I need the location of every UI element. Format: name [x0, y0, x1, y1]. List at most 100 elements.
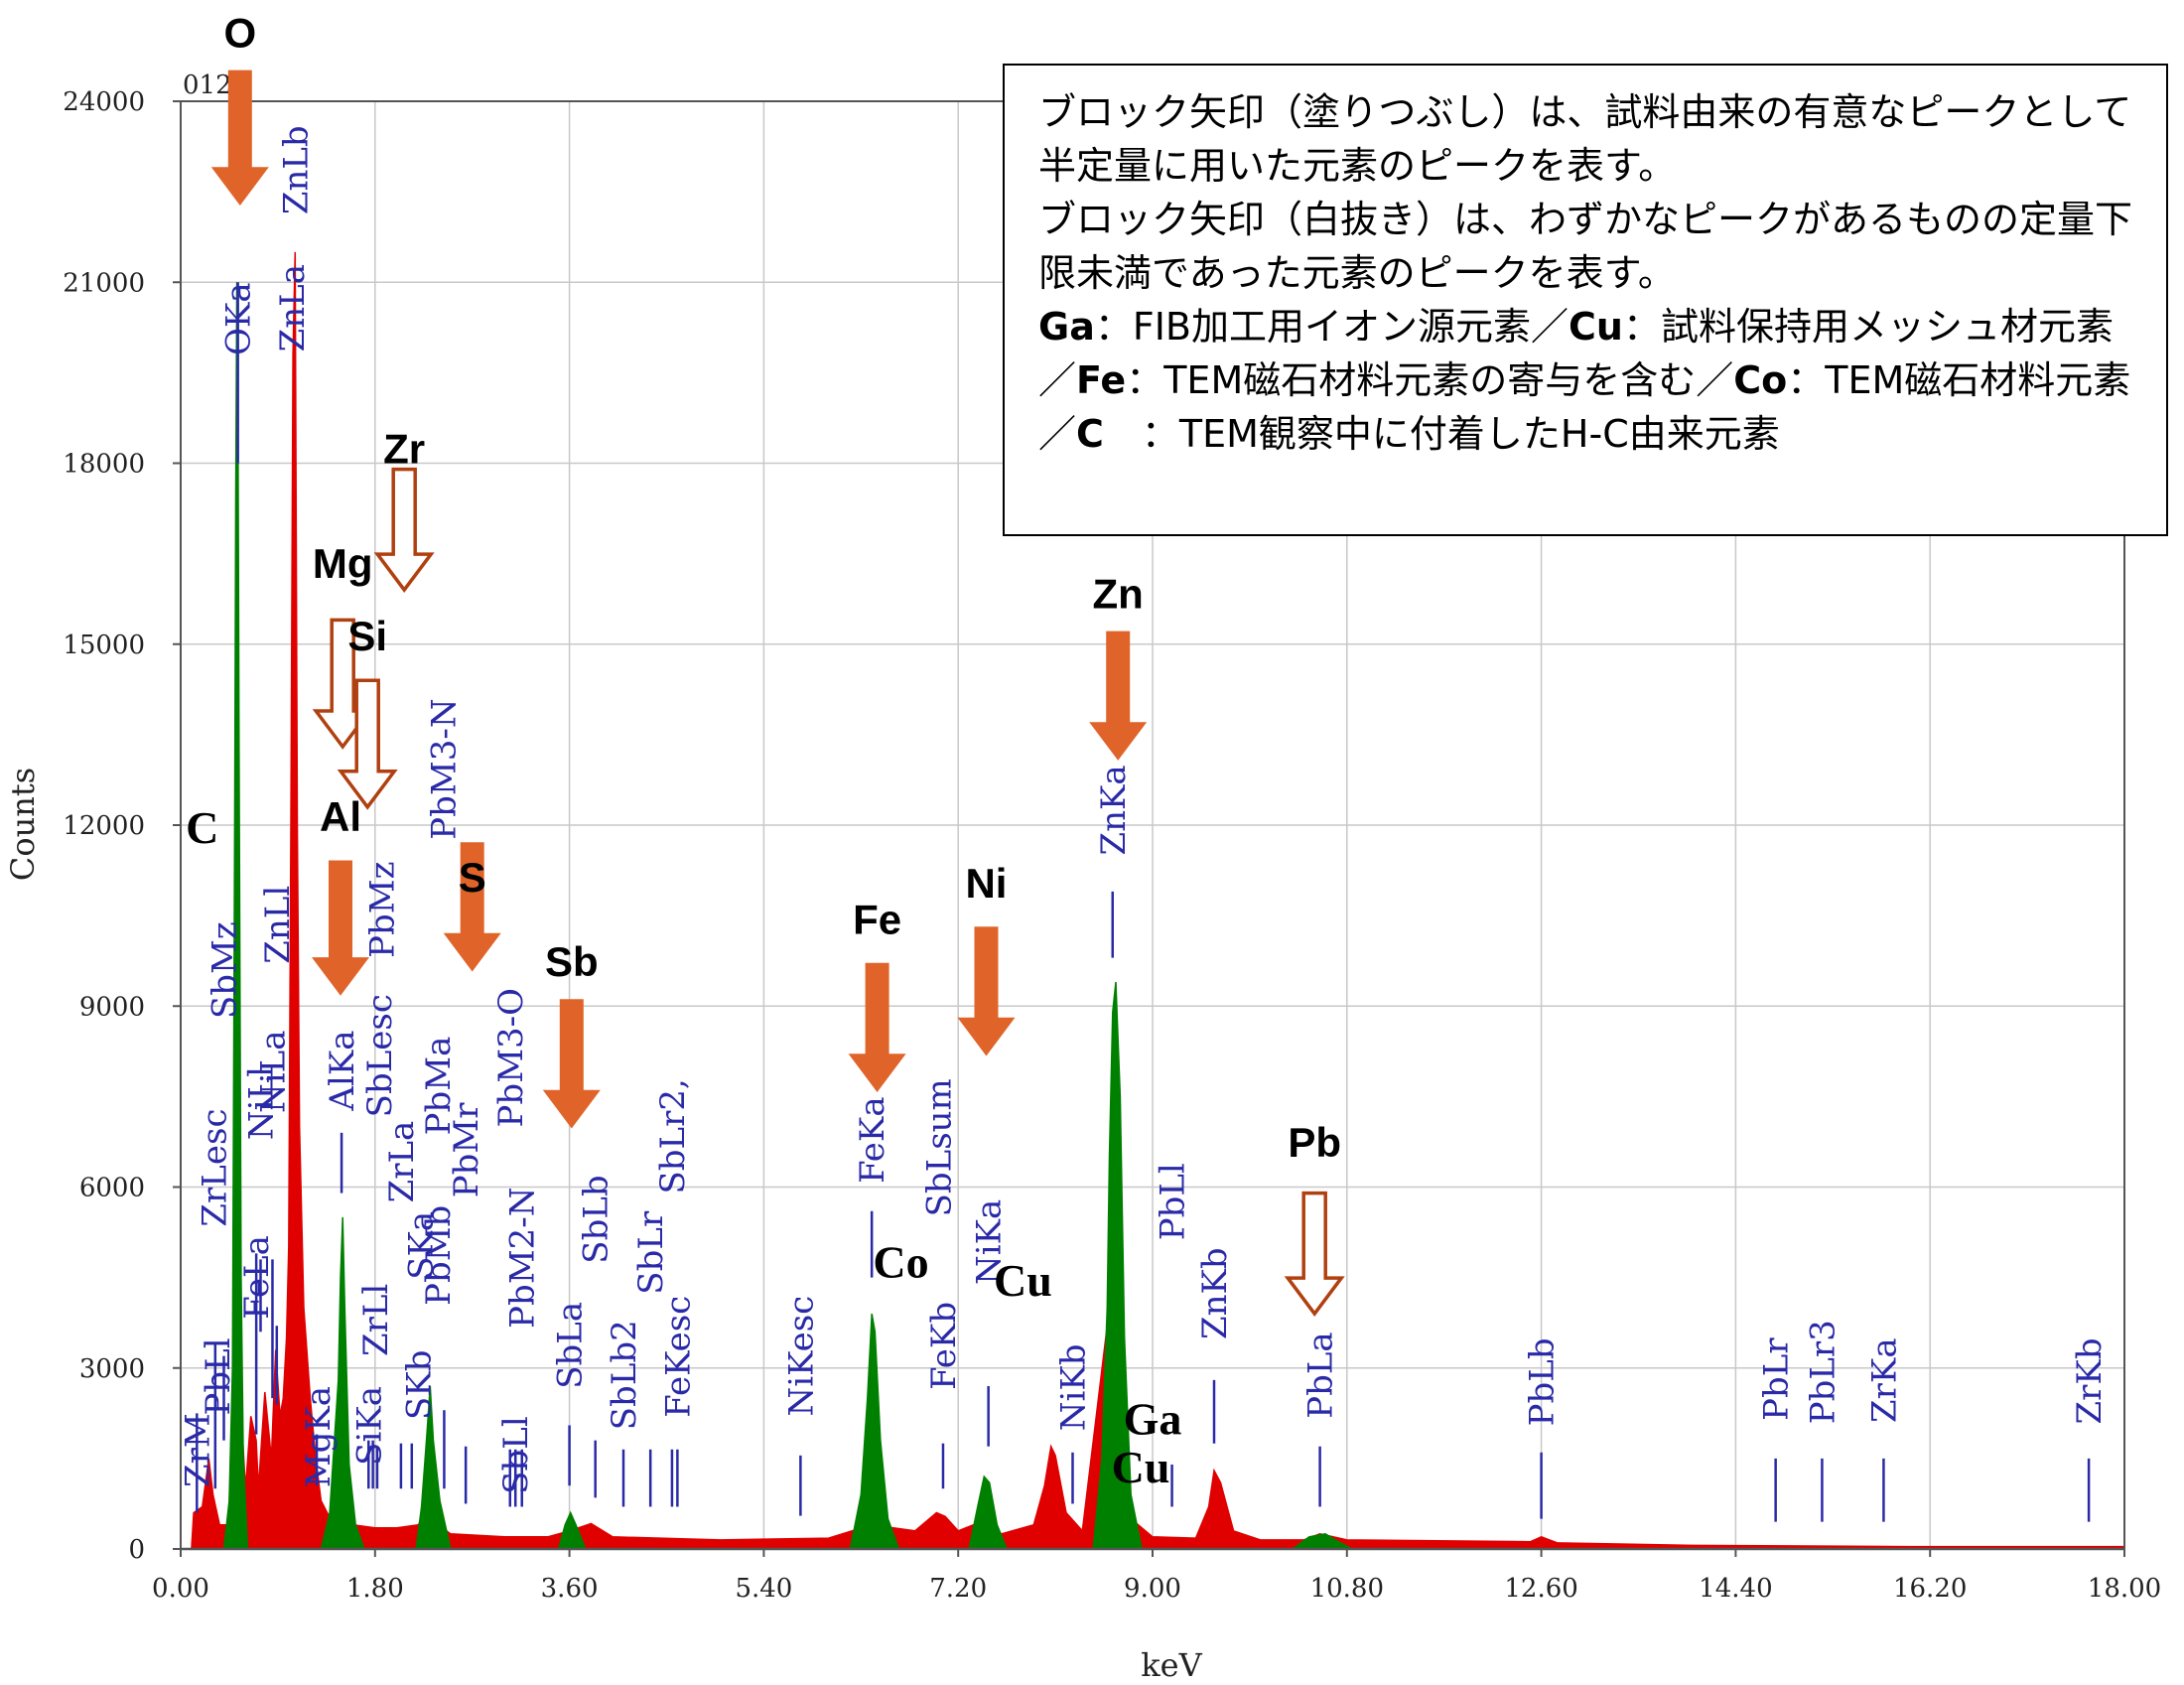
peak-label: SbLa [551, 1302, 591, 1389]
y-tick-label: 3000 [79, 1354, 145, 1384]
peak-label: NiKesc [781, 1296, 821, 1417]
peak-label: ZrLa [382, 1121, 422, 1203]
peak-label: SbLl [496, 1416, 536, 1494]
note-co-text: ：TEM磁石材料元素／ [1038, 358, 2131, 456]
x-tick-label: 14.40 [1699, 1574, 1772, 1604]
y-axis-label: Counts [4, 768, 42, 881]
peak-label: ZrKb [2070, 1337, 2110, 1424]
peak-label: SKa [402, 1211, 442, 1280]
peak-label: MgKa [299, 1386, 339, 1487]
peak-label: ZnLa [273, 264, 313, 351]
note-hollow-arrow: ブロック矢印（白抜き）は、わずかなピークがあるものの定量下限未満であった元素のピ… [1038, 198, 2133, 295]
peak-label: PbLr [1757, 1337, 1797, 1421]
x-axis-label: keV [1141, 1646, 1202, 1684]
x-tick-label: 16.20 [1893, 1574, 1967, 1604]
peak-label: SKb [399, 1350, 439, 1420]
note-c: C [1076, 412, 1104, 456]
peak-label: SbLb [577, 1175, 616, 1263]
x-tick-label: 10.80 [1310, 1574, 1384, 1604]
filled-arrow-O [210, 70, 269, 206]
filled-arrow-Al [312, 860, 369, 996]
x-tick-label: 3.60 [541, 1574, 599, 1604]
peak-label: ZrLesc [196, 1109, 235, 1227]
y-tick-label: 9000 [79, 992, 145, 1022]
spectrum-series [191, 251, 2125, 1550]
note-elements: Ga：FIB加工用イオン源元素／Cu：試料保持用メッシュ材元素／Fe：TEM磁石… [1038, 300, 2144, 461]
x-tick-label: 1.80 [346, 1574, 404, 1604]
peak-label: SbLb2 [605, 1320, 644, 1430]
peak-label: SbLsum [920, 1078, 960, 1216]
element-label-Sb: Sb [545, 938, 599, 985]
x-tick-label: 5.40 [735, 1574, 792, 1604]
x-tick-label: 0.00 [152, 1574, 209, 1604]
element-label-Ni: Ni [965, 860, 1007, 907]
note-ga: Ga [1038, 305, 1095, 349]
note-fe: Fe [1076, 358, 1127, 402]
note-filled-arrow: ブロック矢印（塗りつぶし）は、試料由来の有意なピークとして半定量に用いた元素のピ… [1038, 90, 2132, 188]
peak-label: FeKa [853, 1096, 892, 1184]
peak-label: ZrKa [1864, 1337, 1904, 1423]
filled-arrow-Zn [1089, 631, 1148, 761]
element-label-Si: Si [347, 613, 387, 659]
y-tick-label: 15000 [63, 631, 145, 660]
filled-arrow-Ni [957, 926, 1016, 1056]
y-tick-label: 0 [128, 1535, 145, 1565]
element-label-Mg: Mg [313, 540, 373, 587]
note-fe-text: ：TEM磁石材料元素の寄与を含む／ [1126, 358, 1734, 402]
peak-label: NiKa [970, 1199, 1010, 1285]
hollow-arrow-Si [337, 678, 398, 810]
peak-label: FeKesc [658, 1296, 698, 1418]
peak-label: PbM3-N [424, 698, 464, 839]
filled-arrow-S [443, 842, 501, 972]
element-text-C: C [186, 802, 218, 853]
element-text-Ga: Ga [1124, 1394, 1182, 1445]
peak-label: ZrM [178, 1413, 217, 1487]
peak-label: NiLl [242, 1066, 282, 1140]
note-co: Co [1733, 358, 1788, 402]
y-tick-labels: 0 3000 6000 9000 12000 15000 18000 21000 24000 [63, 87, 181, 1565]
x-tick-label: 18.00 [2088, 1574, 2161, 1604]
spectrum-red [191, 251, 2125, 1550]
y-tick-label: 18000 [63, 450, 145, 480]
peak-label: ZnLb [276, 125, 316, 214]
peak-label: PbLr3 [1803, 1320, 1843, 1424]
element-text-Co: Co [873, 1237, 928, 1288]
element-text-Cu: Cu [1112, 1442, 1170, 1492]
peak-label: PbM2-N [503, 1188, 543, 1329]
y-tick-label: 21000 [63, 268, 145, 298]
element-label-Zr: Zr [383, 426, 425, 473]
peak-label: PbM3-O [491, 988, 531, 1127]
peak-label: PbLa [1301, 1332, 1341, 1419]
peak-label: FeLa [237, 1235, 277, 1320]
peak-label: PbLb [1523, 1337, 1563, 1426]
peak-label: NiLa [254, 1031, 294, 1113]
element-label-Pb: Pb [1288, 1119, 1341, 1166]
x-tick-label: 9.00 [1124, 1574, 1181, 1604]
peak-label: PbMz [362, 862, 402, 958]
peak-label: ZnKb [1195, 1247, 1235, 1339]
peak-label: SiKa [349, 1386, 389, 1466]
filled-arrow-Sb [542, 999, 601, 1129]
element-labels: O Zr Mg Si Al S Sb Fe Ni Zn Pb [223, 9, 1341, 1166]
hollow-arrow-Pb [1284, 1191, 1345, 1318]
y-tick-label: 24000 [63, 87, 145, 117]
y-tick-label: 12000 [63, 811, 145, 841]
corner-label: 012 [183, 70, 232, 100]
peak-label: OKa [219, 282, 259, 355]
peak-label: PbLl [1154, 1163, 1193, 1240]
element-label-Zn: Zn [1093, 570, 1144, 617]
peak-marker-lines [196, 282, 2091, 1522]
legend-note-box: ブロック矢印（塗りつぶし）は、試料由来の有意なピークとして半定量に用いた元素のピ… [1003, 64, 2168, 536]
note-cu-text: ：試料保持用メッシュ材元素／ [1038, 305, 2114, 402]
element-label-Fe: Fe [853, 896, 901, 942]
peak-labels: ZrMPbLlZrLescSbMzOKaFeLaNiLlNiLaZnLlZnLa… [178, 125, 2110, 1494]
peak-label: NiKb [1054, 1344, 1094, 1432]
hollow-arrow-Zr [373, 467, 435, 594]
element-label-S: S [459, 854, 486, 901]
peak-label: PbMr [447, 1102, 486, 1197]
peak-label: ZnKa [1094, 765, 1134, 855]
peak-label: SbLr [631, 1210, 671, 1295]
note-cu: Cu [1568, 305, 1623, 349]
